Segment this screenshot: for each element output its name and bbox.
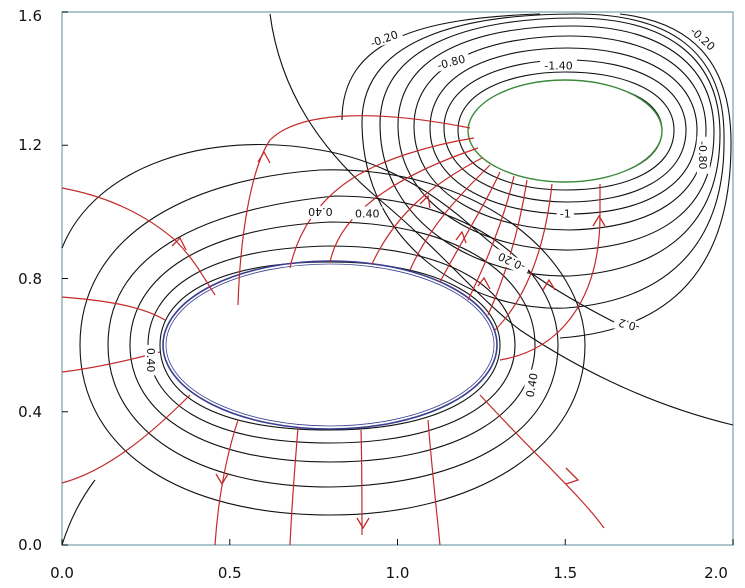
x-tick-label: 1.5: [553, 564, 577, 582]
x-axis-tick-labels: 0.0 0.5 1.0 1.5 2.0: [50, 564, 728, 582]
lower-body-inner-outline: [165, 263, 495, 427]
contour-line: [397, 25, 715, 251]
contours-outer: [61, 13, 734, 546]
field-line-arrows: [171, 150, 606, 530]
contour-line: [429, 47, 698, 215]
contours-lower-body: [79, 169, 586, 516]
contour-label-background: [696, 136, 710, 174]
y-tick-label: 0.8: [18, 270, 42, 288]
field-line: [499, 184, 601, 361]
field-line: [61, 296, 166, 321]
contour-line: [443, 59, 687, 203]
field-line: [479, 394, 605, 529]
field-line: [61, 394, 191, 484]
field-line: [289, 137, 475, 269]
contour-line: [379, 17, 721, 277]
contour-label: -0.2: [617, 316, 641, 334]
field-line: [289, 427, 299, 546]
contour-label-background: [685, 21, 722, 56]
plot-frame: [61, 11, 734, 546]
contour-line: [413, 35, 707, 231]
contour-line: [61, 479, 96, 546]
y-axis-ticks: [62, 11, 68, 546]
field-arrow: [419, 194, 431, 209]
field-line: [360, 429, 363, 536]
x-axis-ticks: [61, 539, 734, 545]
field-arrow: [257, 150, 271, 164]
contour-label-background: [540, 58, 578, 72]
field-arrow: [215, 473, 229, 486]
contour-label: -1.40: [544, 59, 572, 72]
contour-label-background: [522, 368, 541, 402]
field-arrow: [565, 467, 580, 485]
field-line: [61, 187, 216, 296]
field-lines: [61, 115, 605, 546]
contour-line: [61, 144, 621, 326]
field-arrow: [455, 230, 467, 244]
field-line: [371, 157, 483, 265]
contour-line: [361, 13, 725, 309]
contour-label-background: [491, 248, 531, 277]
y-axis-tick-labels: 0.0 0.4 0.8 1.2 1.6: [18, 7, 42, 554]
contour-label-background: [352, 206, 383, 220]
contour-label: -0.80: [436, 52, 467, 72]
field-line: [439, 171, 501, 283]
contour-label: 0.40: [355, 208, 380, 221]
contour-label: 0.40: [144, 348, 157, 373]
y-tick-label: 0.0: [18, 536, 42, 554]
y-tick-label: 1.2: [18, 136, 42, 154]
field-arrow: [171, 236, 187, 251]
y-tick-label: 0.4: [18, 403, 42, 421]
y-tick-label: 1.6: [18, 7, 42, 25]
field-line: [214, 419, 239, 546]
x-tick-label: 1.0: [386, 564, 410, 582]
x-tick-label: 0.5: [218, 564, 242, 582]
contour-label-background: [431, 50, 471, 73]
lower-body-outline: [162, 260, 498, 430]
contour-label-background: [305, 205, 336, 219]
field-line: [467, 175, 515, 301]
contour-label: -0.80: [696, 141, 709, 169]
contour-line: [129, 221, 536, 463]
field-arrow: [356, 517, 370, 530]
field-line: [494, 183, 553, 331]
contour-line: [79, 169, 586, 516]
contour-label-background: [144, 344, 158, 376]
contour-line: [159, 261, 501, 431]
contour-label: -1: [560, 208, 571, 221]
field-line: [237, 115, 471, 306]
contour-line: [269, 13, 734, 426]
contour-label: 0.40: [308, 205, 333, 218]
contour-label-background: [556, 206, 574, 220]
x-tick-label: 2.0: [704, 564, 728, 582]
field-line: [409, 164, 491, 271]
field-line: [427, 419, 441, 546]
field-arrow: [592, 214, 606, 227]
contour-line: [107, 195, 559, 488]
contour-label-background: [364, 25, 404, 51]
x-tick-label: 0.0: [50, 564, 74, 582]
upper-body-outline: [467, 79, 663, 183]
contour-line: [457, 71, 675, 191]
field-arrow: [477, 276, 491, 290]
contour-line: [147, 245, 516, 444]
contour-label-background: [612, 315, 646, 336]
contour-label: 0.40: [524, 372, 541, 398]
contour-label: -0.20: [369, 28, 400, 50]
field-line: [487, 179, 528, 316]
field-arrow: [542, 278, 556, 291]
field-line: [329, 147, 479, 263]
